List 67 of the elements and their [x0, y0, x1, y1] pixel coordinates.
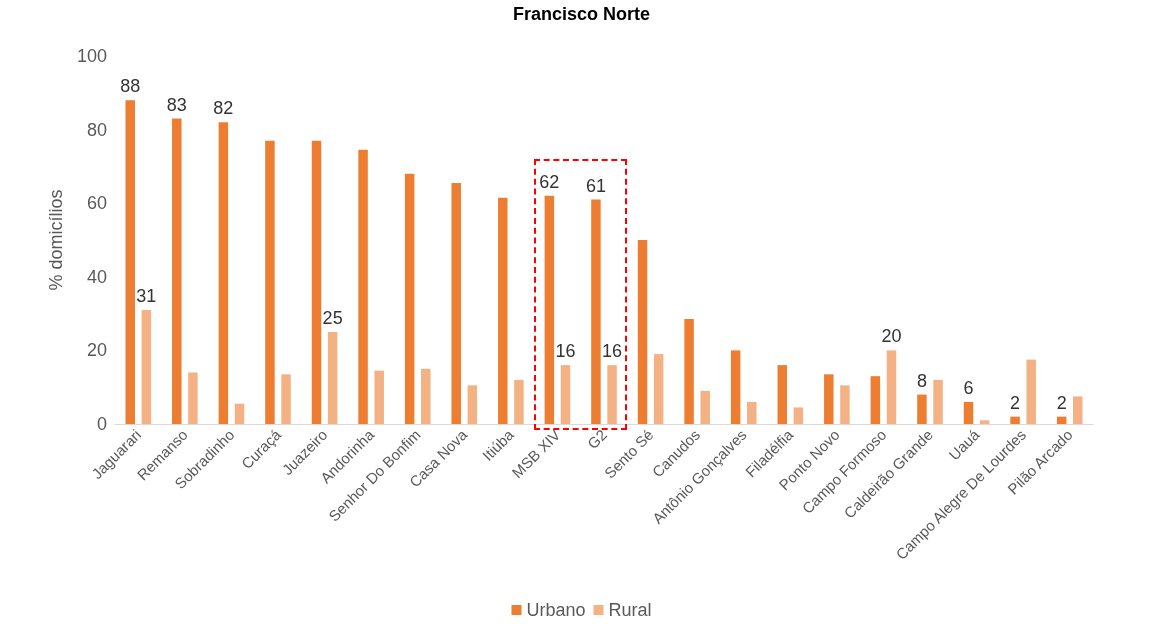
bar: [451, 182, 461, 424]
data-label: 16: [555, 341, 576, 362]
bar: [793, 407, 804, 424]
bar: [637, 240, 648, 424]
bar: [327, 332, 338, 424]
data-label: 16: [602, 341, 623, 362]
data-label: 83: [166, 94, 187, 115]
data-label: 25: [322, 308, 343, 328]
bar: [467, 385, 478, 424]
bar: [234, 403, 245, 424]
x-tick-label: G2: [583, 425, 611, 453]
bar: [281, 374, 291, 424]
y-tick-label: 20: [86, 340, 107, 361]
bar: [188, 372, 198, 424]
bar: [404, 173, 415, 424]
bar: [591, 199, 601, 424]
data-label: 2: [1010, 392, 1021, 413]
bar: [374, 370, 384, 424]
bar: [218, 122, 229, 424]
bar: [544, 195, 555, 424]
bar: [963, 401, 974, 424]
bar: [700, 390, 710, 424]
bar: [172, 118, 182, 424]
y-tick-label: 60: [86, 193, 107, 214]
bar: [607, 365, 617, 424]
y-axis-title: % domicílios: [46, 189, 66, 291]
bar: [514, 379, 524, 424]
data-label: 61: [585, 175, 606, 196]
bar: [840, 385, 850, 424]
y-tick-label: 80: [86, 119, 107, 140]
data-label: 2: [1056, 392, 1067, 413]
bar: [311, 140, 322, 424]
chart-title: Francisco Norte: [512, 4, 651, 24]
bar: [1073, 396, 1083, 424]
bar: [265, 140, 275, 424]
data-label: 31: [136, 285, 157, 306]
bar: [421, 368, 431, 424]
bar: [560, 365, 571, 424]
data-label: 82: [213, 98, 234, 119]
data-label: 8: [916, 370, 927, 391]
bar: [777, 365, 787, 424]
bar: [1010, 416, 1020, 424]
bar: [653, 354, 664, 424]
data-label: 20: [881, 326, 902, 347]
bar: [358, 149, 368, 424]
bar: [979, 420, 990, 424]
bar: [824, 374, 834, 424]
bar: [933, 379, 943, 424]
bar: [684, 319, 694, 424]
bar: [125, 100, 135, 424]
data-label: 6: [963, 377, 974, 398]
legend-label: Rural: [608, 600, 652, 620]
bar: [141, 309, 152, 424]
y-tick-label: 40: [86, 266, 107, 287]
bar: [917, 394, 927, 424]
bar: [1026, 359, 1036, 424]
legend-label: Urbano: [526, 600, 586, 620]
bar: [886, 350, 897, 424]
y-tick-label: 100: [76, 46, 107, 66]
bar: [870, 376, 881, 424]
bar: [730, 350, 741, 424]
data-label: 88: [120, 76, 141, 97]
bar: [1056, 416, 1067, 424]
data-label: 62: [539, 171, 560, 192]
bar: [498, 197, 508, 424]
bar: [747, 401, 757, 424]
y-tick-label: 0: [96, 414, 107, 434]
